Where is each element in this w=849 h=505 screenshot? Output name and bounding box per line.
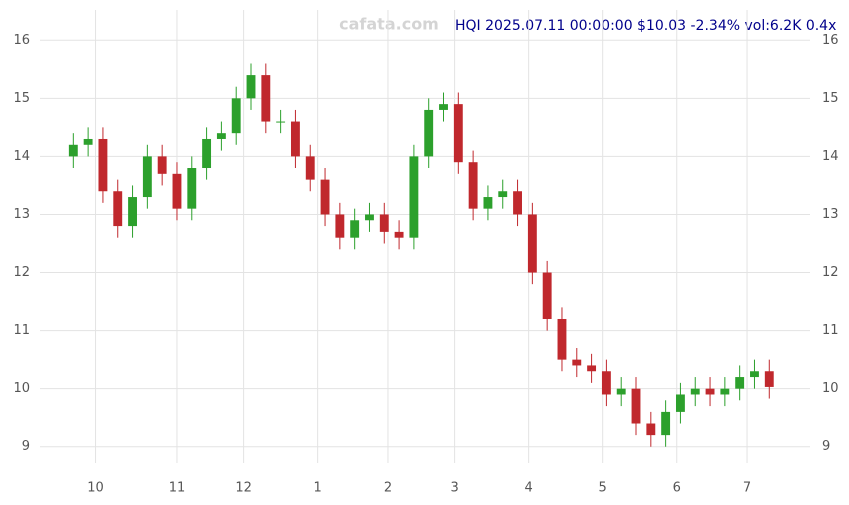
candle-body xyxy=(113,191,123,227)
candle-body xyxy=(172,173,182,209)
x-tick-label: 6 xyxy=(673,481,681,496)
candle-body xyxy=(661,411,671,436)
x-tick-label: 1 xyxy=(314,481,322,496)
candle-body xyxy=(68,144,78,157)
candle-body xyxy=(557,318,567,360)
candle-body xyxy=(764,371,774,387)
candle-body xyxy=(601,371,611,395)
x-tick-label: 7 xyxy=(743,481,751,496)
candle-body xyxy=(157,156,167,174)
candle-body xyxy=(750,371,759,378)
y-tick-label-right: 15 xyxy=(822,91,839,106)
candle-body xyxy=(675,394,685,412)
x-tick-label: 2 xyxy=(384,481,392,496)
y-tick-label-right: 9 xyxy=(822,439,830,454)
candle-body xyxy=(394,231,404,238)
candle-body xyxy=(527,214,537,273)
candle-body xyxy=(276,121,286,123)
candle-body xyxy=(616,388,626,395)
x-tick-label: 5 xyxy=(599,481,607,496)
candle-body xyxy=(542,272,552,319)
y-tick-label: 15 xyxy=(13,91,30,106)
y-tick-label-right: 10 xyxy=(822,381,839,396)
candle-body xyxy=(187,168,197,209)
candle-body xyxy=(587,365,597,372)
watermark: cafata.com xyxy=(339,15,439,34)
candle-body xyxy=(320,179,330,215)
candle-body xyxy=(424,109,434,157)
x-tick-label: 4 xyxy=(525,481,533,496)
candle-body xyxy=(83,138,93,145)
y-tick-label-right: 13 xyxy=(822,207,839,222)
candle-body xyxy=(246,75,256,99)
candle-body xyxy=(498,191,508,198)
y-tick-label-right: 12 xyxy=(822,265,839,280)
y-tick-label-right: 11 xyxy=(822,323,839,338)
candle-body xyxy=(572,359,582,366)
y-tick-label: 13 xyxy=(13,207,30,222)
y-tick-label: 12 xyxy=(13,265,30,280)
candle-body xyxy=(231,98,241,134)
chart-title: HQI 2025.07.11 00:00:00 $10.03 -2.34% vo… xyxy=(455,18,836,34)
y-tick-label-right: 16 xyxy=(822,33,839,48)
candle-body xyxy=(350,220,360,238)
candle-body xyxy=(513,191,522,215)
candle-body xyxy=(335,214,345,238)
x-tick-label: 3 xyxy=(450,481,458,496)
candle-body xyxy=(705,388,715,395)
candle-body xyxy=(142,156,152,198)
candle-body xyxy=(379,214,389,232)
candle-body xyxy=(468,162,478,209)
candle-body xyxy=(305,156,315,180)
candle-body xyxy=(483,197,493,209)
candle-body xyxy=(720,388,730,395)
candle-body xyxy=(261,75,271,122)
y-tick-label: 10 xyxy=(13,381,30,396)
candle-body xyxy=(202,138,212,169)
y-tick-label: 16 xyxy=(13,33,30,48)
y-tick-label: 11 xyxy=(13,323,30,338)
candle-body xyxy=(128,197,137,227)
y-tick-label: 14 xyxy=(13,149,30,164)
x-tick-label: 11 xyxy=(169,481,186,496)
candle-body xyxy=(439,104,448,110)
candle-body xyxy=(216,133,226,139)
x-tick-label: 12 xyxy=(235,481,252,496)
x-tick-label: 10 xyxy=(87,481,104,496)
candle-body xyxy=(409,156,419,238)
candle-body xyxy=(365,214,374,221)
y-tick-label-right: 14 xyxy=(822,149,839,164)
candle-body xyxy=(453,104,463,163)
candle-body xyxy=(735,377,745,389)
y-tick-label: 9 xyxy=(22,439,30,454)
candle-body xyxy=(98,138,108,192)
candle-body xyxy=(631,388,641,424)
candle-body xyxy=(690,388,700,395)
candle-body xyxy=(646,423,656,436)
candle-body xyxy=(290,121,300,157)
